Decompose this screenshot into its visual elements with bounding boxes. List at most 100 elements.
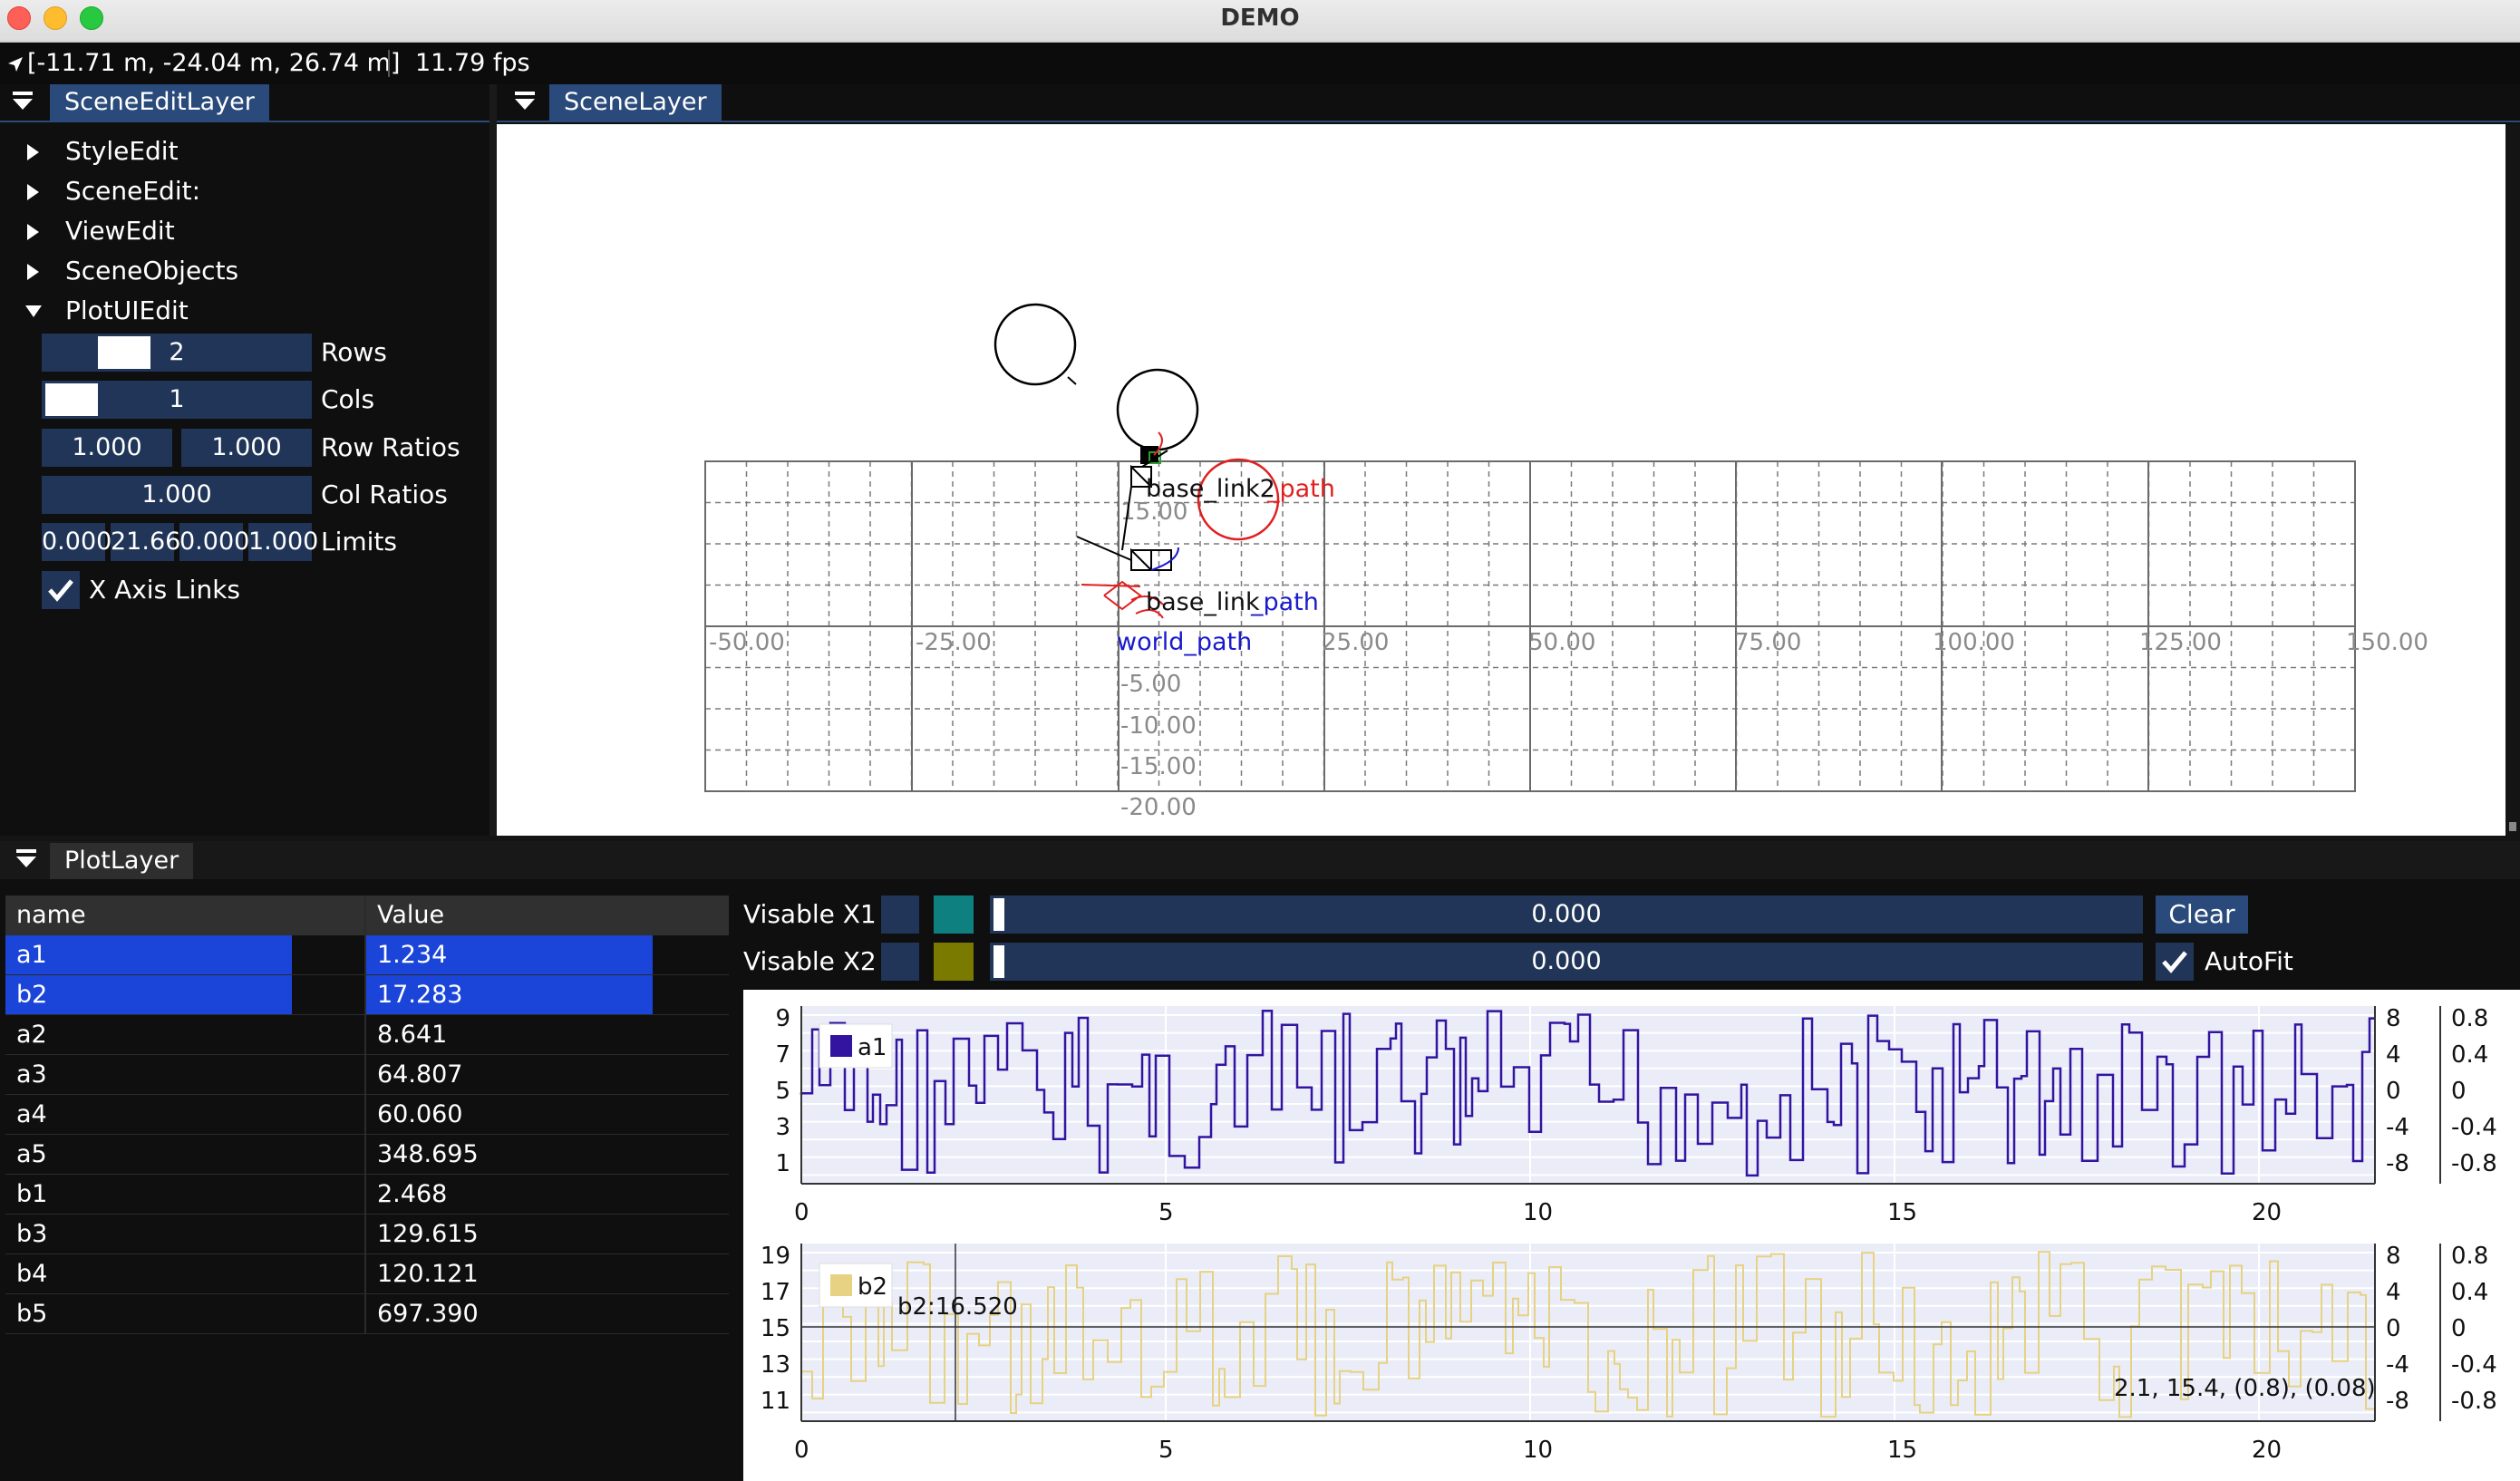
visable-x1-toggle[interactable] (881, 895, 919, 934)
y-tick-label: 11 (761, 1388, 790, 1415)
scene-frame-labels: base_link2 _path base_link _path world_p… (1117, 475, 1335, 656)
row-ratio-2-field[interactable]: 1.000 (181, 429, 312, 467)
limit-4-field[interactable]: 1.000 (248, 523, 318, 561)
tab-scene-layer[interactable]: SceneLayer (549, 84, 722, 121)
panel-splitter[interactable] (489, 84, 497, 841)
rows-slider[interactable]: 2 (42, 334, 312, 372)
table-row[interactable]: b5 697.390 (5, 1294, 729, 1334)
scene-scrollbar[interactable] (2505, 124, 2520, 836)
close-window-button[interactable] (7, 6, 31, 30)
rows-slider-grab[interactable] (98, 336, 150, 369)
x-axis-links-checkbox[interactable] (42, 571, 80, 609)
panel-menu-icon[interactable] (13, 92, 33, 113)
legend-swatch (830, 1274, 852, 1296)
y-tick-label: -15.00 (1120, 753, 1197, 780)
visable-x2-toggle[interactable] (881, 943, 919, 981)
limit-3-field[interactable]: 0.000 (179, 523, 249, 561)
panel-menu-icon[interactable] (515, 92, 535, 113)
path-circle-marker (1197, 458, 1280, 541)
variable-table: name Value a1 1.234 b2 17.283 a2 8.641 a3 64.80… (5, 895, 729, 1334)
fps-readout: 11.79 fps (415, 49, 530, 77)
x-tick-label: -25.00 (916, 629, 992, 656)
visable-x1-color-swatch[interactable] (934, 895, 974, 934)
y-tick-label: 15.00 (1120, 499, 1187, 526)
tree-item-view-edit[interactable]: ViewEdit (27, 213, 175, 249)
limit-2-field[interactable]: 21.66 (111, 523, 180, 561)
column-header-value[interactable]: Value (377, 901, 445, 929)
cols-slider-grab[interactable] (45, 383, 98, 416)
panel-menu-icon[interactable] (16, 849, 36, 871)
limits-label: Limits (321, 527, 397, 557)
scene-grid-frame (704, 460, 2356, 792)
expand-arrow-icon (27, 184, 39, 200)
row-divider (5, 1174, 729, 1175)
row-divider (5, 1014, 729, 1015)
y3-tick-label: 0.8 (2451, 1005, 2488, 1032)
tree-item-style-edit[interactable]: StyleEdit (27, 133, 179, 169)
col-ratio-field[interactable]: 1.000 (42, 476, 312, 514)
minimize-window-button[interactable] (44, 6, 67, 30)
table-row[interactable]: a3 64.807 (5, 1055, 729, 1095)
expand-arrow-icon (27, 224, 39, 240)
visable-x1-slider[interactable]: 0.000 (990, 895, 2143, 934)
table-row[interactable]: a1 1.234 (5, 935, 729, 975)
tab-plot-layer[interactable]: PlotLayer (50, 843, 194, 879)
x-tick-label: 75.00 (1734, 629, 1801, 656)
visable-x2-color-swatch[interactable] (934, 943, 974, 981)
scene-viewport[interactable]: -50.00 -25.00 25.00 50.00 75.00 100.00 1… (497, 124, 2505, 836)
y-tick-label: 3 (775, 1114, 790, 1141)
path-label: world_path (1117, 628, 1252, 656)
visable-x2-slider-grab[interactable] (993, 945, 1004, 978)
y3-tick-label: -0.8 (2451, 1388, 2497, 1415)
table-row[interactable]: b3 129.615 (5, 1215, 729, 1254)
layer-splitter[interactable] (0, 836, 2520, 841)
y-tick-label: 7 (775, 1041, 790, 1069)
column-divider (364, 895, 366, 1334)
sphere-marker (993, 303, 1077, 386)
limit-1-field[interactable]: 0.000 (42, 523, 111, 561)
x-tick-label: 0 (794, 1199, 809, 1226)
cell-name: a1 (16, 941, 47, 969)
visable-x2-label: Visable X2 (743, 946, 877, 976)
cell-value: 697.390 (377, 1300, 479, 1328)
table-row[interactable]: b4 120.121 (5, 1254, 729, 1294)
row-ratios-label: Row Ratios (321, 432, 460, 462)
tree-item-scene-objects[interactable]: SceneObjects (27, 253, 238, 289)
column-header-name[interactable]: name (16, 901, 86, 929)
selection-highlight (5, 975, 292, 1015)
visable-x2-slider[interactable]: 0.000 (990, 943, 2143, 981)
x-tick-label: 25.00 (1322, 629, 1389, 656)
tree-item-scene-edit[interactable]: SceneEdit: (27, 173, 200, 209)
cursor-value-label: b2:16.520 (897, 1293, 1018, 1321)
tree-item-plot-ui-edit[interactable]: PlotUIEdit (25, 293, 189, 329)
table-row[interactable]: a2 8.641 (5, 1015, 729, 1055)
cursor-readout: 2.1, 15.4, (0.8), (0.08) (2114, 1375, 2376, 1402)
table-row[interactable]: b2 17.283 (5, 975, 729, 1015)
plot2-legend[interactable]: b2 (819, 1263, 893, 1308)
autofit-checkbox[interactable] (2156, 943, 2194, 981)
table-row[interactable]: a4 60.060 (5, 1095, 729, 1135)
path-label: _path (1266, 475, 1335, 503)
table-row[interactable]: a5 348.695 (5, 1135, 729, 1175)
camera-coords: [-11.71 m, -24.04 m, 26.74 m] (27, 49, 401, 77)
y2-tick-label: -4 (2386, 1351, 2409, 1379)
cell-name: a3 (16, 1060, 47, 1089)
x-tick-label: 100.00 (1933, 629, 2015, 656)
zoom-window-button[interactable] (80, 6, 103, 30)
tab-scene-edit-layer[interactable]: SceneEditLayer (50, 84, 269, 121)
cell-name: b1 (16, 1180, 48, 1208)
plot-area[interactable]: 0 5 10 15 20 9 7 5 3 1 8 4 0 -4 -8 0.8 0.4 0 -0.4 -0.8 a1 0… (743, 990, 2520, 1481)
legend-swatch (830, 1035, 852, 1057)
plot1-legend[interactable]: a1 (819, 1023, 893, 1069)
clear-button[interactable]: Clear (2156, 895, 2248, 934)
y3-tick-label: -0.4 (2451, 1351, 2497, 1379)
robot-model (993, 303, 1280, 619)
y3-tick-label: 0.4 (2451, 1279, 2488, 1306)
row-ratio-1-field[interactable]: 1.000 (42, 429, 172, 467)
table-row[interactable]: b1 2.468 (5, 1175, 729, 1215)
visable-x1-slider-grab[interactable] (993, 898, 1004, 931)
cols-slider[interactable]: 1 (42, 381, 312, 419)
y2-tick-label: -8 (2386, 1150, 2409, 1177)
cols-label: Cols (321, 384, 375, 414)
row-divider (5, 1094, 729, 1095)
